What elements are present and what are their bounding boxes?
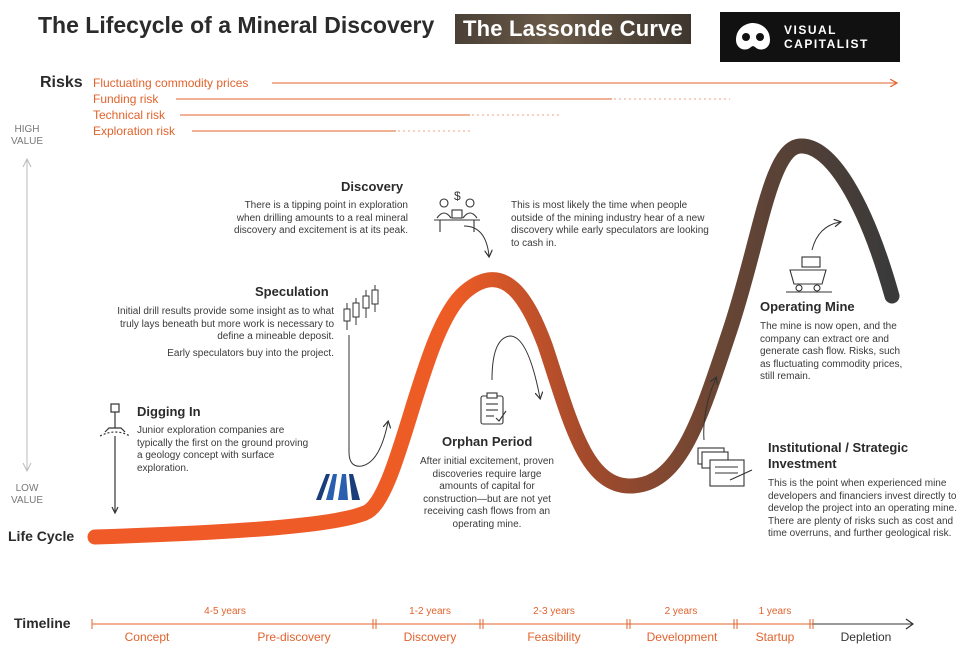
timeline-years-predisc: 4-5 years [204,606,246,617]
institutional-title: Institutional / Strategic Investment [768,440,909,471]
risk-exploration: Exploration risk [93,124,176,138]
operating-mine-desc: The mine is now open, and the company ca… [760,321,903,382]
risks-heading: Risks [40,74,83,91]
orphan-period-desc: After initial excitement, proven discove… [420,456,554,530]
investment-documents-icon [697,447,753,487]
phase-startup: Startup [755,630,795,644]
logo-line-2: CAPITALIST [784,37,869,51]
orphan-arrow [491,335,540,398]
phase-depletion: Depletion [840,630,892,644]
lassonde-curve-badge: The Lassonde Curve [455,14,691,44]
speculation-arrow [348,335,388,467]
drill-rig-icon [99,403,131,515]
money-desk-icon: $ [434,189,480,232]
life-cycle-label: Life Cycle [8,528,75,544]
risk-commodity-prices: Fluctuating commodity prices [93,76,249,90]
operating-arrow [811,222,840,251]
svg-text:$: $ [454,189,461,203]
checklist-icon [480,392,507,425]
visual-capitalist-logo: VISUAL CAPITALIST [720,12,900,62]
phase-discovery: Discovery [403,630,457,644]
logo-line-1: VISUAL [784,23,838,37]
vc-logo-icon [736,23,770,50]
discovery-arrow [463,225,489,256]
speculation-note: Early speculators buy into the project. [167,348,334,359]
orphan-period-title: Orphan Period [442,434,533,449]
timeline-years-discovery: 1-2 years [409,606,451,617]
mine-cart-icon [786,256,832,293]
risk-technical: Technical risk [93,108,166,122]
digging-in-desc: Junior exploration companies are typical… [137,425,309,474]
lassonde-curve [87,138,900,545]
phase-concept: Concept [124,630,170,644]
discovery-desc: There is a tipping point in exploration … [234,200,408,236]
speculation-desc: Initial drill results provide some insig… [117,306,334,342]
speculation-title: Speculation [255,284,329,299]
phase-feasibility: Feasibility [527,630,581,644]
phase-pre-discovery: Pre-discovery [257,630,331,644]
timeline-years-startup: 1 years [758,606,792,617]
timeline-years-development: 2 years [664,606,698,617]
low-value-label: LOW VALUE [10,483,44,506]
phase-development: Development [646,630,718,644]
timeline-ticks [91,619,814,629]
timeline-label: Timeline [14,615,71,631]
discovery-note: This is most likely the time when people… [511,200,709,249]
candlestick-icon [343,285,379,330]
institutional-desc: This is the point when experienced mine … [768,478,958,539]
institutional-arrow [703,378,716,441]
digging-in-title: Digging In [137,404,201,419]
high-value-label: HIGH VALUE [10,124,44,147]
operating-mine-title: Operating Mine [760,299,855,314]
timeline-years-feasibility: 2-3 years [533,606,575,617]
page-title: The Lifecycle of a Mineral Discovery [38,12,435,38]
discovery-title: Discovery [341,179,404,194]
mining-company-logo-icon [316,474,360,500]
risk-funding: Funding risk [93,92,159,106]
